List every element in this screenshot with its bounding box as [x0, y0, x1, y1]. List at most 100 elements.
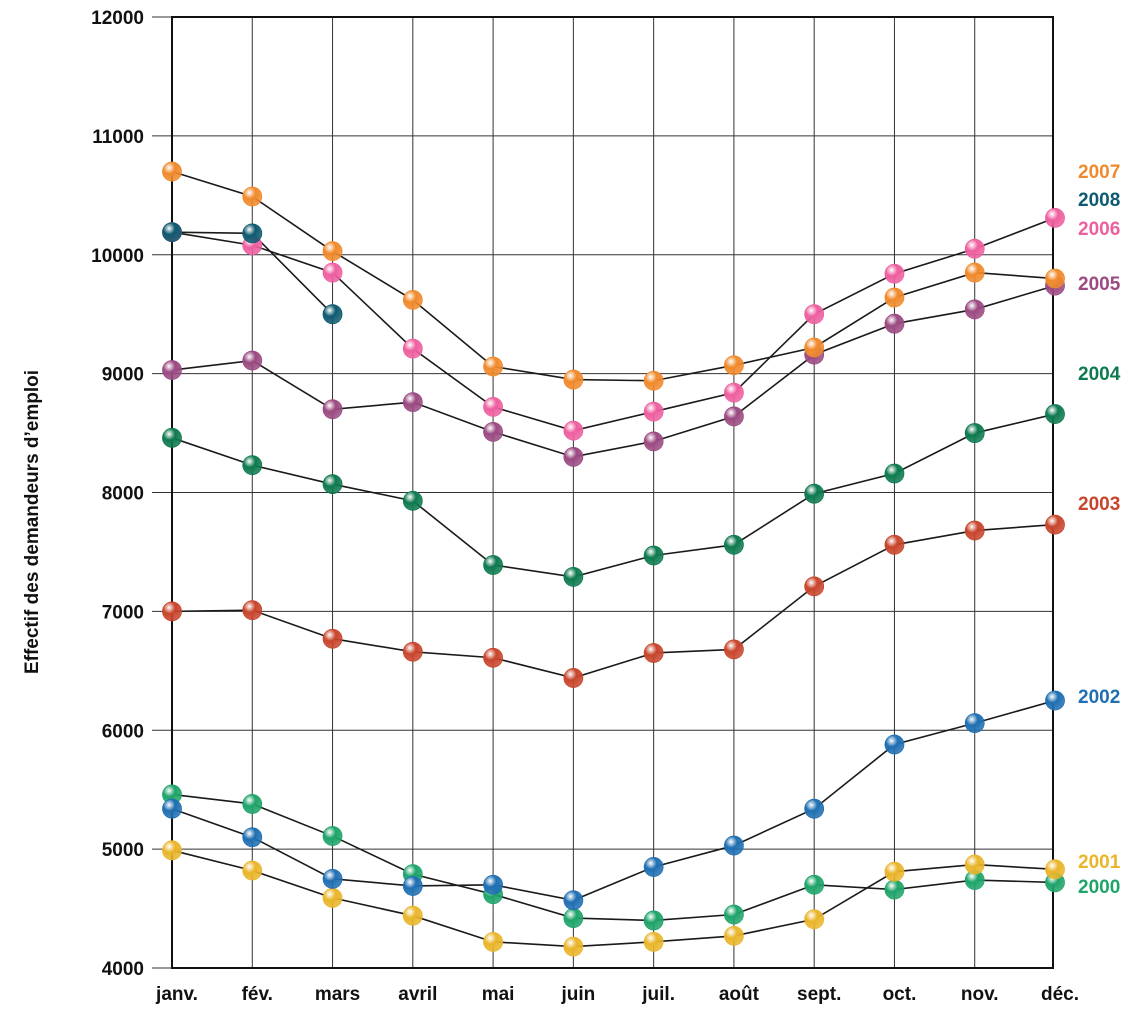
data-point-2001 [322, 887, 343, 908]
y-tick-label: 8000 [102, 484, 144, 505]
x-tick-label: fév. [242, 984, 273, 1005]
data-point-2000 [563, 908, 584, 928]
x-tick-label: mai [482, 984, 515, 1005]
data-point-2001 [643, 931, 664, 952]
data-point-2003 [242, 600, 263, 621]
series-line-2000 [171, 793, 1056, 922]
data-point-2002 [242, 827, 263, 848]
data-point-2004 [804, 483, 825, 504]
data-point-2002 [162, 798, 182, 819]
y-tick-label: 11000 [92, 127, 144, 148]
data-point-2003 [643, 643, 664, 663]
series-line-2003 [171, 523, 1056, 679]
legend-label-2001: 2001 [1078, 852, 1121, 873]
data-point-2001 [483, 931, 503, 952]
data-point-2003 [884, 534, 905, 555]
data-point-2005 [402, 392, 423, 413]
grid [152, 16, 1054, 969]
data-point-2003 [322, 628, 343, 649]
x-tick-label: janv. [155, 984, 198, 1005]
data-point-2006 [483, 397, 503, 417]
x-tick-label: déc. [1041, 984, 1079, 1005]
legend-label-2008: 2008 [1078, 190, 1120, 211]
y-tick-label: 6000 [102, 721, 144, 742]
data-point-2007 [643, 370, 664, 391]
data-point-2007 [804, 337, 825, 358]
data-point-2001 [162, 840, 182, 861]
data-point-2003 [162, 601, 182, 622]
y-tick-label: 5000 [102, 840, 144, 861]
legend: 2007 2008 2006 2005 2004 2003 2002 2001 2000 [1078, 162, 1121, 898]
y-tick-label: 9000 [102, 365, 144, 386]
data-point-2003 [563, 668, 584, 688]
data-point-2008 [242, 223, 263, 244]
data-point-2004 [162, 427, 182, 448]
data-point-2007 [563, 369, 584, 390]
data-point-2002 [1045, 690, 1065, 711]
data-point-2000 [724, 904, 744, 925]
data-point-2007 [322, 241, 343, 262]
data-point-2004 [1045, 404, 1065, 424]
data-point-2005 [242, 350, 263, 371]
series-line-2002 [171, 699, 1056, 902]
legend-label-2002: 2002 [1078, 687, 1120, 708]
data-point-2001 [242, 860, 263, 881]
data-point-2008 [322, 304, 343, 325]
data-point-2005 [563, 446, 584, 467]
data-point-2002 [483, 874, 503, 895]
series-line-2004 [171, 413, 1056, 578]
data-point-2002 [322, 868, 343, 889]
x-tick-label: juil. [641, 984, 675, 1005]
data-point-2003 [483, 647, 503, 668]
data-point-2001 [804, 909, 825, 930]
legend-label-2007: 2007 [1078, 162, 1120, 183]
x-tick-label: août [719, 984, 760, 1005]
x-tick-label: sept. [797, 984, 841, 1005]
plot-frame [171, 16, 1054, 969]
x-tick-label: nov. [961, 984, 999, 1005]
x-tick-label: juin [560, 984, 595, 1005]
data-point-2004 [884, 463, 905, 484]
data-point-2005 [322, 399, 343, 420]
data-point-2000 [643, 910, 664, 931]
data-point-2001 [402, 905, 423, 926]
data-point-2007 [483, 356, 503, 377]
data-point-2004 [964, 423, 985, 443]
data-point-2006 [402, 338, 423, 359]
data-point-2007 [402, 290, 423, 310]
data-point-2002 [884, 734, 905, 755]
data-point-2000 [242, 794, 263, 814]
data-point-2002 [964, 713, 985, 734]
data-point-2007 [724, 355, 744, 376]
legend-label-2006: 2006 [1078, 219, 1120, 240]
series-line-2001 [171, 849, 1056, 948]
data-point-2001 [563, 936, 584, 957]
data-point-2000 [804, 874, 825, 895]
data-point-2006 [964, 238, 985, 259]
legend-label-2003: 2003 [1078, 494, 1120, 515]
data-point-2005 [884, 313, 905, 334]
data-point-2004 [563, 567, 584, 587]
data-point-2002 [402, 876, 423, 896]
y-axis-ticks: 4000 5000 6000 7000 8000 9000 10000 11000 12000 [91, 8, 144, 980]
data-point-2007 [884, 287, 905, 308]
data-point-2006 [643, 401, 664, 422]
data-point-2003 [1045, 514, 1065, 535]
data-point-2004 [322, 474, 343, 495]
data-point-2007 [964, 262, 985, 283]
y-tick-label: 4000 [102, 959, 144, 980]
x-tick-label: oct. [883, 984, 917, 1005]
x-tick-label: avril [398, 984, 437, 1005]
data-point-2004 [483, 555, 503, 575]
series-points [162, 161, 1065, 957]
data-point-2006 [724, 382, 744, 403]
series-line-2007 [171, 170, 1056, 382]
data-point-2008 [162, 222, 182, 243]
data-point-2003 [804, 576, 825, 597]
data-point-2002 [804, 798, 825, 819]
data-point-2002 [643, 857, 664, 877]
data-point-2006 [563, 420, 584, 441]
data-point-2006 [884, 263, 905, 284]
data-point-2003 [964, 520, 985, 541]
